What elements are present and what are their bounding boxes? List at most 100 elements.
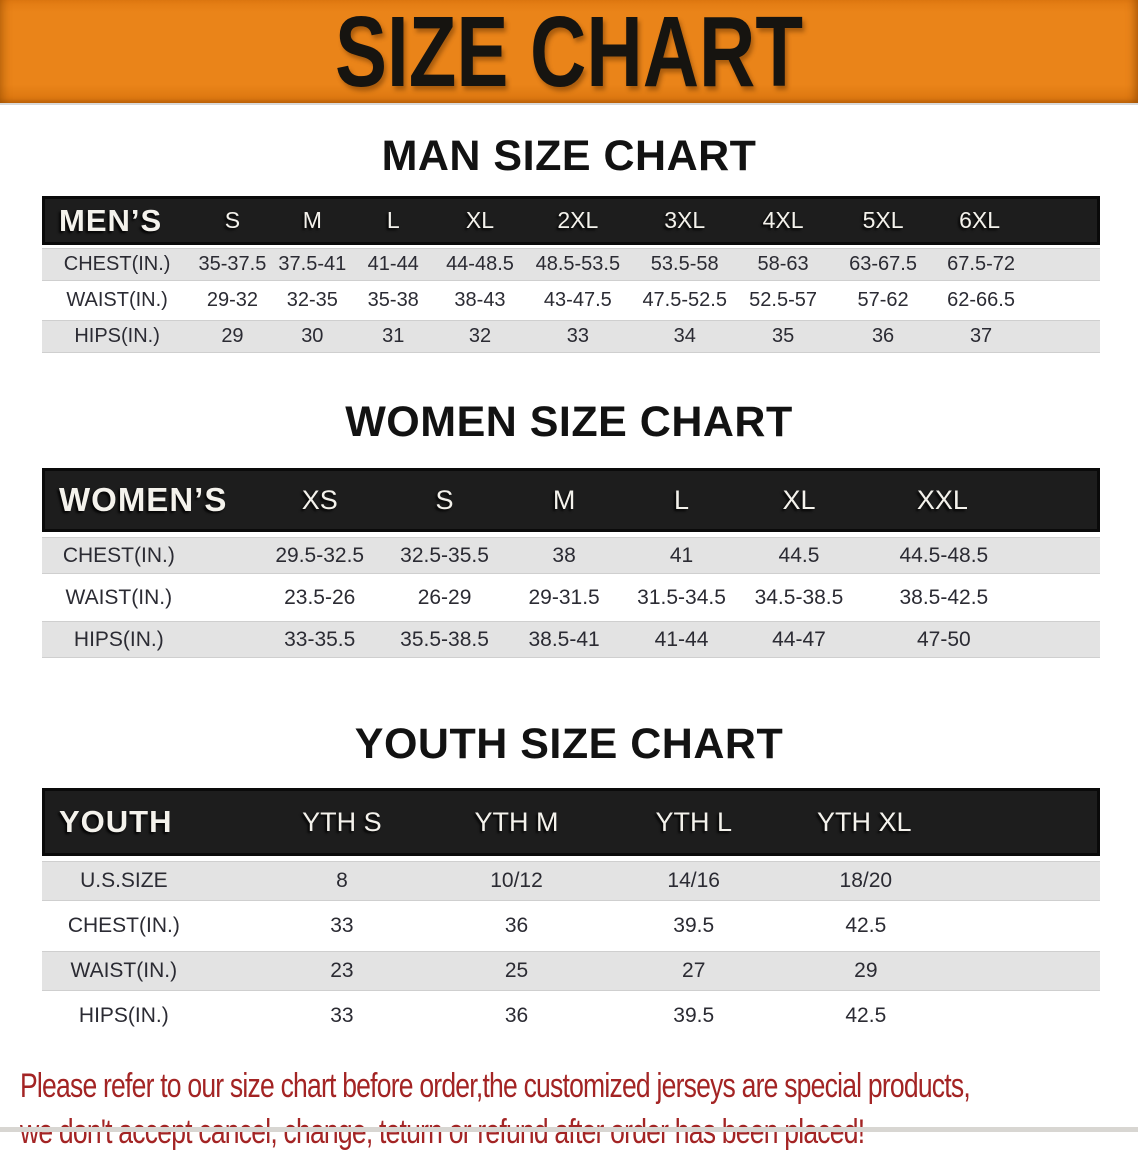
men-size-table: MEN’S S M L XL 2XL 3XL 4XL 5XL 6XL CHEST(IN.) 35-37… bbox=[42, 196, 1100, 353]
size-value-cell: 41-44 bbox=[351, 245, 435, 281]
size-value-cell: 14/16 bbox=[603, 856, 784, 901]
size-column-header: YTH S bbox=[254, 788, 430, 856]
size-value-cell: 33 bbox=[254, 901, 430, 946]
size-value-cell: 38 bbox=[504, 532, 624, 574]
size-value-cell: 31.5-34.5 bbox=[623, 574, 740, 616]
size-column-header: YTH M bbox=[429, 788, 604, 856]
size-column-header: YTH XL bbox=[783, 788, 1100, 856]
size-value-cell: 29-32 bbox=[192, 281, 273, 317]
size-value-cell: 35-38 bbox=[351, 281, 435, 317]
size-value-cell: 23 bbox=[254, 946, 430, 991]
size-value-cell: 18/20 bbox=[783, 856, 1100, 901]
size-column-header: XXL bbox=[858, 468, 1100, 532]
measurement-row: CHEST(IN.) 33 36 39.5 42.5 bbox=[42, 901, 1100, 946]
size-column-header: XS bbox=[254, 468, 385, 532]
size-column-header: S bbox=[192, 196, 273, 245]
size-value-cell: 29 bbox=[783, 946, 1100, 991]
measurement-row: U.S.SIZE 8 10/12 14/16 18/20 bbox=[42, 856, 1100, 901]
size-value-cell: 38-43 bbox=[434, 281, 526, 317]
size-value-cell: 36 bbox=[827, 317, 940, 353]
size-value-cell: 32-35 bbox=[272, 281, 352, 317]
size-column-header: M bbox=[272, 196, 352, 245]
measurement-row: WAIST(IN.) 23.5-26 26-29 29-31.5 31.5-34.5 34… bbox=[42, 574, 1100, 616]
size-value-cell: 42.5 bbox=[783, 991, 1100, 1036]
measurement-label: HIPS(IN.) bbox=[42, 317, 193, 353]
size-column-header: XL bbox=[739, 468, 859, 532]
size-value-cell: 53.5-58 bbox=[630, 245, 740, 281]
size-value-cell: 67.5-72 bbox=[939, 245, 1100, 281]
size-value-cell: 29.5-32.5 bbox=[254, 532, 385, 574]
size-value-cell: 58-63 bbox=[739, 245, 827, 281]
size-value-cell: 42.5 bbox=[783, 901, 1100, 946]
size-column-header: 4XL bbox=[739, 196, 827, 245]
women-size-table: WOMEN’S XS S M L XL XXL CHEST(IN.) 29.5-32.5 32.5… bbox=[42, 468, 1100, 658]
size-value-cell: 63-67.5 bbox=[827, 245, 940, 281]
size-value-cell: 31 bbox=[351, 317, 435, 353]
size-column-header: 5XL bbox=[827, 196, 940, 245]
size-column-header: 2XL bbox=[525, 196, 631, 245]
size-chart-banner: SIZE CHART bbox=[0, 0, 1138, 105]
size-value-cell: 33-35.5 bbox=[254, 616, 385, 658]
size-value-cell: 57-62 bbox=[827, 281, 940, 317]
measurement-label: CHEST(IN.) bbox=[42, 245, 193, 281]
disclaimer-line-2: we don't accept cancel, change, teturn o… bbox=[20, 1113, 865, 1151]
size-column-header: YTH L bbox=[603, 788, 784, 856]
measurement-label: WAIST(IN.) bbox=[42, 574, 255, 616]
size-value-cell: 44.5 bbox=[739, 532, 859, 574]
size-value-cell: 27 bbox=[603, 946, 784, 991]
size-column-header: XL bbox=[434, 196, 526, 245]
size-value-cell: 30 bbox=[272, 317, 352, 353]
size-value-cell: 41-44 bbox=[623, 616, 740, 658]
banner-title: SIZE CHART bbox=[335, 0, 803, 108]
size-value-cell: 43-47.5 bbox=[525, 281, 631, 317]
size-value-cell: 38.5-41 bbox=[504, 616, 624, 658]
size-value-cell: 33 bbox=[254, 991, 430, 1036]
size-column-header: L bbox=[623, 468, 740, 532]
size-value-cell: 62-66.5 bbox=[939, 281, 1100, 317]
size-table-header-row: YOUTH YTH S YTH M YTH L YTH XL bbox=[42, 788, 1100, 856]
measurement-label: HIPS(IN.) bbox=[42, 991, 255, 1036]
size-value-cell: 35 bbox=[739, 317, 827, 353]
measurement-row: CHEST(IN.) 35-37.5 37.5-41 41-44 44-48.5 48.5… bbox=[42, 245, 1100, 281]
size-value-cell: 8 bbox=[254, 856, 430, 901]
size-value-cell: 26-29 bbox=[384, 574, 505, 616]
size-value-cell: 47-50 bbox=[858, 616, 1100, 658]
size-value-cell: 25 bbox=[429, 946, 604, 991]
size-value-cell: 36 bbox=[429, 901, 604, 946]
size-table-header-row: WOMEN’S XS S M L XL XXL bbox=[42, 468, 1100, 532]
size-value-cell: 35.5-38.5 bbox=[384, 616, 505, 658]
size-value-cell: 36 bbox=[429, 991, 604, 1036]
measurement-row: WAIST(IN.) 29-32 32-35 35-38 38-43 43-47.5 47.… bbox=[42, 281, 1100, 317]
size-value-cell: 34.5-38.5 bbox=[739, 574, 859, 616]
measurement-label: WAIST(IN.) bbox=[42, 946, 255, 991]
measurement-row: WAIST(IN.) 23 25 27 29 bbox=[42, 946, 1100, 991]
measurement-label: U.S.SIZE bbox=[42, 856, 255, 901]
size-value-cell: 32 bbox=[434, 317, 526, 353]
size-value-cell: 35-37.5 bbox=[192, 245, 273, 281]
size-value-cell: 44-48.5 bbox=[434, 245, 526, 281]
measurement-label: CHEST(IN.) bbox=[42, 901, 255, 946]
measurement-label: CHEST(IN.) bbox=[42, 532, 255, 574]
size-value-cell: 48.5-53.5 bbox=[525, 245, 631, 281]
measurement-row: CHEST(IN.) 29.5-32.5 32.5-35.5 38 41 44.5 44.5… bbox=[42, 532, 1100, 574]
size-value-cell: 10/12 bbox=[429, 856, 604, 901]
size-column-header: M bbox=[504, 468, 624, 532]
size-value-cell: 44-47 bbox=[739, 616, 859, 658]
size-column-header: 6XL bbox=[939, 196, 1100, 245]
size-value-cell: 38.5-42.5 bbox=[858, 574, 1100, 616]
size-column-header: L bbox=[351, 196, 435, 245]
order-disclaimer: Please refer to our size chart before or… bbox=[20, 1063, 971, 1155]
disclaimer-line-1: Please refer to our size chart before or… bbox=[20, 1067, 971, 1105]
measurement-row: HIPS(IN.) 29 30 31 32 33 34 35 36 37 bbox=[42, 317, 1100, 353]
measurement-row: HIPS(IN.) 33-35.5 35.5-38.5 38.5-41 41-44 44-… bbox=[42, 616, 1100, 658]
size-column-header: S bbox=[384, 468, 505, 532]
table-category-label: MEN’S bbox=[42, 196, 193, 245]
size-value-cell: 39.5 bbox=[603, 991, 784, 1036]
measurement-label: WAIST(IN.) bbox=[42, 281, 193, 317]
table-category-label: WOMEN’S bbox=[42, 468, 255, 532]
measurement-label: HIPS(IN.) bbox=[42, 616, 255, 658]
size-value-cell: 37 bbox=[939, 317, 1100, 353]
size-value-cell: 39.5 bbox=[603, 901, 784, 946]
size-value-cell: 44.5-48.5 bbox=[858, 532, 1100, 574]
size-value-cell: 29 bbox=[192, 317, 273, 353]
